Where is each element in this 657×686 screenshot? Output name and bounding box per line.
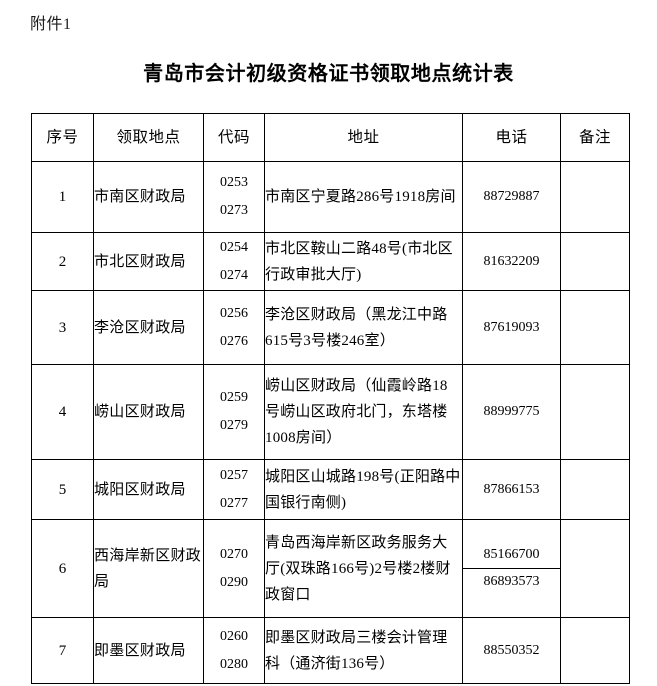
cell-place: 崂山区财政局 [93,364,204,460]
code-line-2: 0279 [220,418,248,433]
header-index: 序号 [31,113,94,162]
code-line-1: 0260 [220,628,248,644]
cell-address: 城阳区山城路198号(正阳路中国银行南侧) [264,459,463,520]
table-row: 3 李沧区财政局 0256 0276 李沧区财政局（黑龙江中路615号3号楼24… [31,290,630,365]
cell-note [560,232,630,291]
cell-index: 5 [31,459,94,520]
cell-phone: 88729887 [462,161,561,233]
header-place: 领取地点 [93,113,204,162]
cell-phone-secondary: 86893573 [483,574,540,589]
header-address: 地址 [264,113,463,162]
cell-address: 市南区宁夏路286号1918房间 [264,161,463,233]
code-line-1: 0253 [220,175,248,190]
cell-note [560,290,630,365]
cell-address: 崂山区财政局（仙霞岭路18号崂山区政府北门，东塔楼1008房间） [264,364,463,460]
table-row: 5 城阳区财政局 0257 0277 城阳区山城路198号(正阳路中国银行南侧)… [31,459,630,520]
cell-phone: 81632209 [462,232,561,291]
code-line-1: 0257 [220,467,248,483]
page-title: 青岛市会计初级资格证书领取地点统计表 [143,63,514,85]
code-line-1: 0256 [220,305,248,321]
cell-index: 6 [31,519,94,618]
cell-index: 1 [31,161,94,233]
cell-code: 0253 0273 [203,161,265,233]
cell-phone-split: 85166700 86893573 [462,519,561,618]
phone-split-row: 86893573 [463,569,560,596]
cell-index: 2 [31,232,94,291]
phone-split-row: 85166700 [463,542,560,569]
code-line-2: 0273 [220,203,248,218]
cell-index: 4 [31,364,94,460]
code-line-1: 0254 [220,239,248,255]
cell-code: 0260 0280 [203,617,265,684]
cell-note [560,617,630,684]
cell-address: 李沧区财政局（黑龙江中路615号3号楼246室） [264,290,463,365]
cell-index: 3 [31,290,94,365]
table-row: 7 即墨区财政局 0260 0280 即墨区财政局三楼会计管理科（通济街136号… [31,617,630,684]
cell-place: 城阳区财政局 [93,459,204,520]
code-line-2: 0276 [220,333,248,349]
cell-note [560,459,630,520]
cell-address: 市北区鞍山二路48号(市北区行政审批大厅) [264,232,463,291]
table-row: 2 市北区财政局 0254 0274 市北区鞍山二路48号(市北区行政审批大厅)… [31,232,630,291]
cell-phone: 87619093 [462,290,561,365]
table-row: 6 西海岸新区财政局 0270 0290 青岛西海岸新区政务服务大厅(双珠路16… [31,519,630,618]
cell-phone: 87866153 [462,459,561,520]
cell-code: 0259 0279 [203,364,265,460]
cell-code: 0254 0274 [203,232,265,291]
table-row: 1 市南区财政局 0253 0273 市南区宁夏路286号1918房间 8872… [31,161,630,233]
table-header-row: 序号 领取地点 代码 地址 电话 备注 [31,113,630,162]
cell-phone: 88999775 [462,364,561,460]
code-line-2: 0277 [220,495,248,511]
code-line-1: 0270 [220,546,248,562]
header-phone: 电话 [462,113,561,162]
certificate-pickup-table: 序号 领取地点 代码 地址 电话 备注 1 市南区财政局 0253 0273 市… [31,113,630,684]
cell-code: 0270 0290 [203,519,265,618]
cell-code: 0256 0276 [203,290,265,365]
cell-note [560,364,630,460]
cell-place: 李沧区财政局 [93,290,204,365]
table-row: 4 崂山区财政局 0259 0279 崂山区财政局（仙霞岭路18号崂山区政府北门… [31,364,630,460]
cell-index: 7 [31,617,94,684]
header-code: 代码 [203,113,265,162]
cell-note [560,161,630,233]
code-line-2: 0274 [220,267,248,283]
code-line-2: 0280 [220,656,248,672]
cell-note [560,519,630,618]
cell-place: 市北区财政局 [93,232,204,291]
code-line-1: 0259 [220,390,248,405]
cell-code: 0257 0277 [203,459,265,520]
cell-address: 青岛西海岸新区政务服务大厅(双珠路166号)2号楼2楼财政窗口 [264,519,463,618]
cell-phone-primary: 85166700 [463,542,560,569]
cell-phone: 88550352 [462,617,561,684]
cell-place: 西海岸新区财政局 [93,519,204,618]
phone-split-table: 85166700 86893573 [463,542,560,595]
code-line-2: 0290 [220,574,248,590]
cell-place: 即墨区财政局 [93,617,204,684]
attachment-label: 附件1 [30,16,72,33]
cell-place: 市南区财政局 [93,161,204,233]
cell-address: 即墨区财政局三楼会计管理科（通济街136号） [264,617,463,684]
header-note: 备注 [560,113,630,162]
